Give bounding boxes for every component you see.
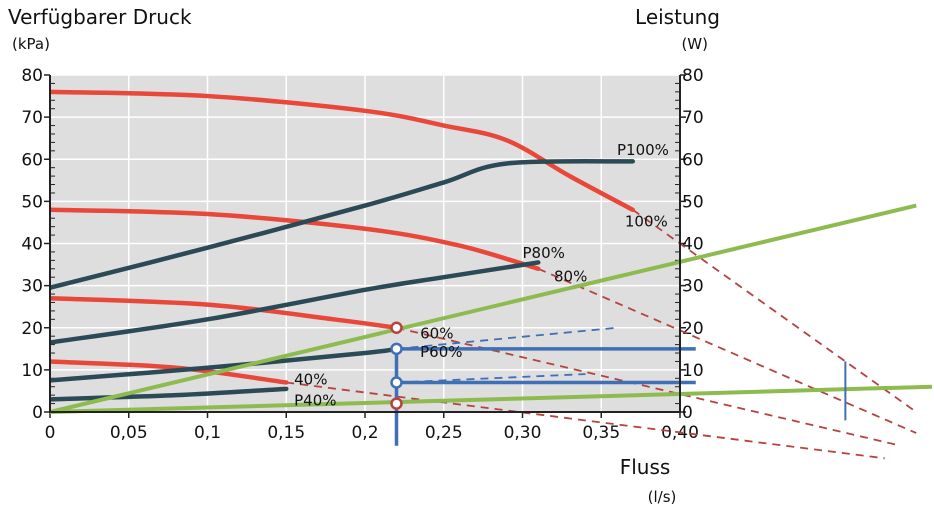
power-curve-label: P100% xyxy=(617,141,669,159)
y-right-tick-label: 60 xyxy=(682,150,704,170)
system-curve xyxy=(49,203,917,414)
x-tick-label: 0,15 xyxy=(267,423,305,443)
y-left-tick-label: 80 xyxy=(21,66,43,86)
dashed-line xyxy=(396,326,618,350)
x-axis-title: Fluss xyxy=(620,455,671,479)
y-left-tick-label: 60 xyxy=(21,150,43,170)
operating-point-marker xyxy=(390,397,403,410)
pressure-curve-label: 40% xyxy=(294,371,327,389)
pressure-curve-100pct xyxy=(50,89,635,213)
x-tick-label: 0,25 xyxy=(425,423,463,443)
y-left-tick-label: 20 xyxy=(21,319,43,339)
y-right-tick-label: 10 xyxy=(682,361,704,381)
y-left-axis-title: Verfügbarer Druck xyxy=(8,5,192,29)
power-curve-label: P60% xyxy=(420,343,462,361)
curve-labels: 100% 80% 60% 40% P100% P80% P60% P40% xyxy=(294,141,669,410)
y-left-tick-label: 0 xyxy=(32,403,43,423)
pressure-curve-label: 60% xyxy=(420,324,453,342)
y-right-tick-label: 50 xyxy=(682,192,704,212)
y-left-tick-label: 50 xyxy=(21,192,43,212)
operating-point-marker xyxy=(390,321,403,334)
y-right-tick-label: 80 xyxy=(682,66,704,86)
y-right-axis-unit: (W) xyxy=(681,35,708,53)
x-tick-label: 0,30 xyxy=(504,423,542,443)
power-curve-label: P80% xyxy=(523,244,565,262)
y-left-tick-label: 40 xyxy=(21,235,43,255)
operating-point-lines xyxy=(394,347,847,446)
operating-point-markers xyxy=(390,321,403,410)
y-left-tick-label: 30 xyxy=(21,277,43,297)
system-curves xyxy=(49,203,933,414)
pressure-curve-60pct xyxy=(50,296,399,330)
y-left-tick-label: 70 xyxy=(21,108,43,128)
pressure-curve-label: 100% xyxy=(625,213,668,231)
dashed-line xyxy=(537,267,917,434)
y-left-tick-label: 10 xyxy=(21,361,43,381)
x-axis-unit: (l/s) xyxy=(648,488,677,506)
pressure-curve-40pct xyxy=(50,359,289,385)
x-tick-labels: 00,050,10,150,20,250,300,350,40 xyxy=(45,423,699,443)
x-tick-label: 0,35 xyxy=(582,423,620,443)
y-right-tick-label: 30 xyxy=(682,277,704,297)
y-right-tick-label: 20 xyxy=(682,319,704,339)
y-right-tick-label: 40 xyxy=(682,235,704,255)
y-right-tick-labels: 0 10 20 30 40 50 60 70 80 xyxy=(682,66,704,423)
curves xyxy=(50,89,635,402)
y-right-tick-label: 0 xyxy=(682,403,693,423)
x-tick-label: 0,05 xyxy=(110,423,148,443)
y-right-tick-label: 70 xyxy=(682,108,704,128)
power-curve-P40pct xyxy=(50,386,289,402)
power-curve-label: P40% xyxy=(294,392,336,410)
y-right-axis-title: Leistung xyxy=(635,5,720,29)
y-left-tick-labels: 0 10 20 30 40 50 60 70 80 xyxy=(21,66,43,423)
pressure-curve-label: 80% xyxy=(554,267,587,285)
pressure-curve-80pct xyxy=(50,207,541,272)
power-curve-P100pct xyxy=(50,158,635,290)
x-tick-label: 0,1 xyxy=(194,423,221,443)
operating-point-marker xyxy=(390,342,403,356)
system-curve xyxy=(49,384,933,414)
x-tick-label: 0,2 xyxy=(351,423,378,443)
x-tick-label: 0 xyxy=(45,423,56,443)
dashed-line xyxy=(286,381,885,460)
y-left-axis-unit: (kPa) xyxy=(12,35,50,53)
power-curve-P80pct xyxy=(50,260,541,345)
operating-point-marker xyxy=(390,376,403,389)
